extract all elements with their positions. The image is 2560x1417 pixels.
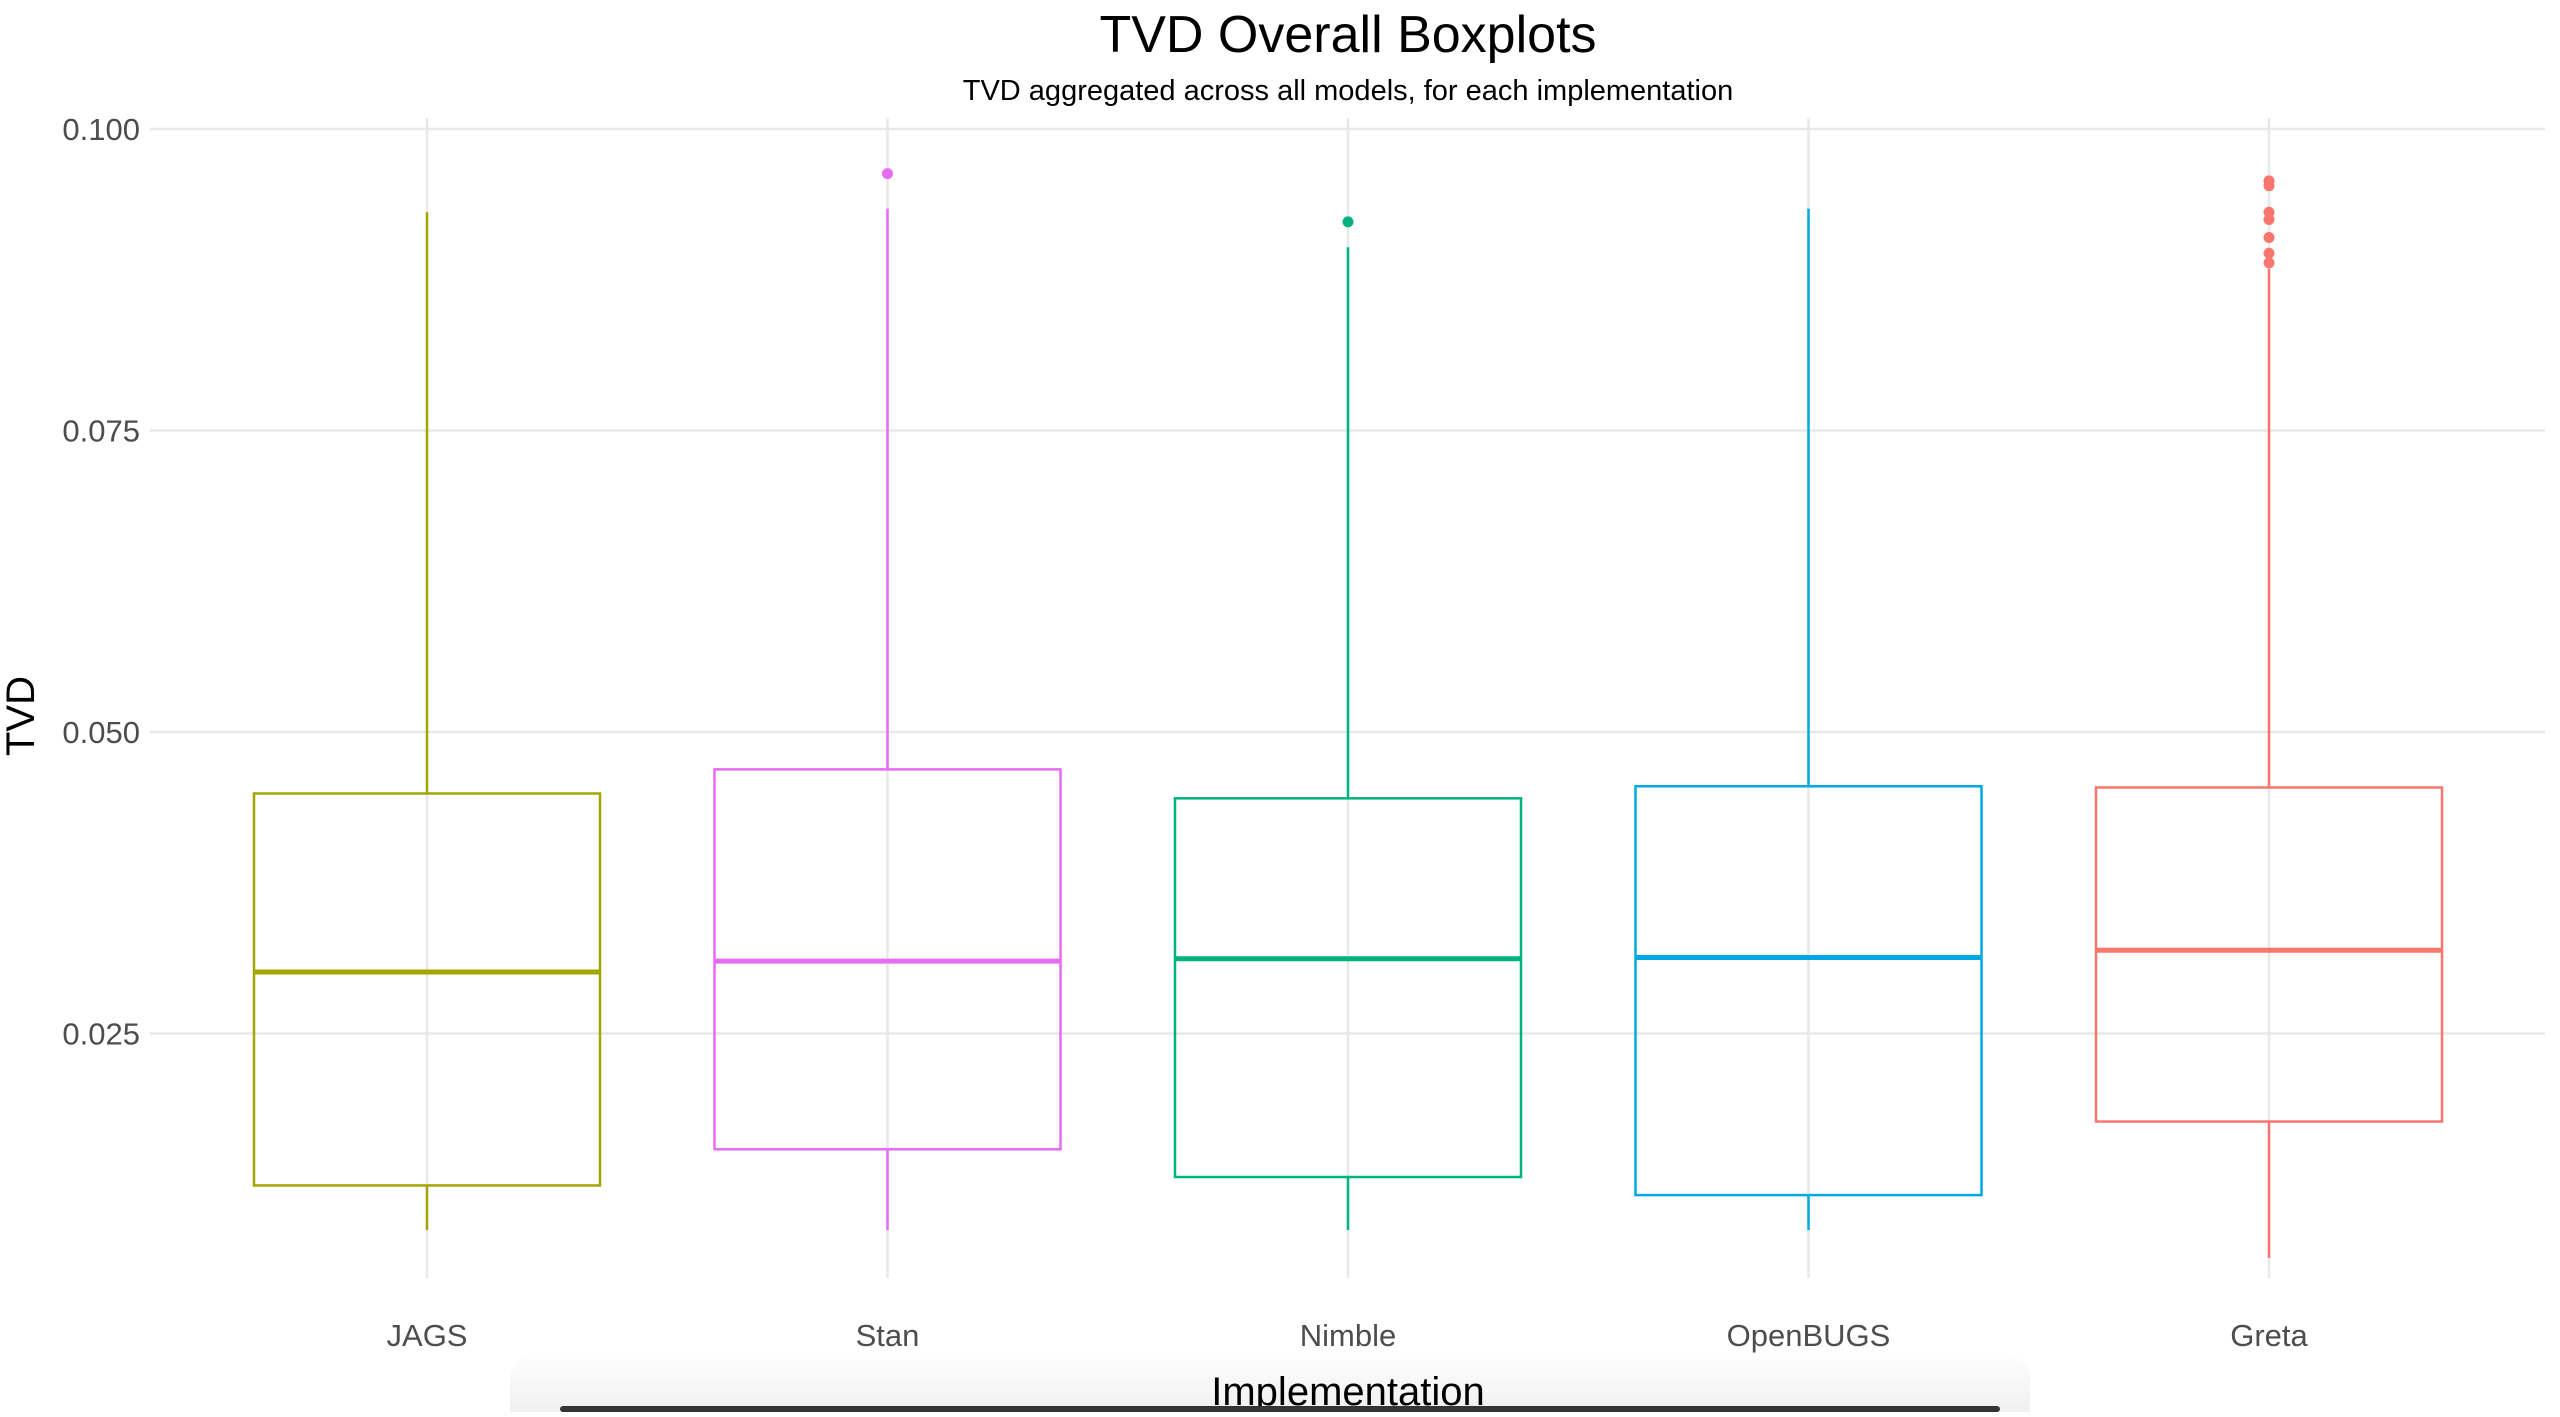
x-tick-label-nimble: Nimble	[1300, 1318, 1396, 1353]
x-tick-label-jags: JAGS	[387, 1318, 468, 1353]
iqr-box	[1173, 797, 1523, 1179]
outlier-point	[1342, 216, 1354, 228]
iqr-box	[252, 792, 602, 1187]
x-axis-ticks: JAGS Stan Nimble OpenBUGS Greta	[387, 1318, 2309, 1353]
x-axis-title: Implementation	[1211, 1370, 1484, 1412]
box-openbugs	[1634, 208, 1983, 1231]
chart-subtitle: TVD aggregated across all models, for ea…	[963, 75, 1734, 107]
x-tick-label-openbugs: OpenBUGS	[1727, 1318, 1891, 1353]
box-jags	[252, 212, 602, 1231]
iqr-box	[1634, 785, 1983, 1197]
outlier-point	[2263, 175, 2275, 187]
iqr-box	[2094, 786, 2444, 1123]
y-tick-label-0.075: 0.075	[62, 414, 140, 449]
outlier-point	[2263, 257, 2275, 269]
y-tick-label-0.100: 0.100	[62, 112, 140, 147]
y-tick-label-0.025: 0.025	[62, 1017, 140, 1052]
x-tick-label-stan: Stan	[856, 1318, 920, 1353]
y-axis-ticks: 0.025 0.050 0.075 0.100	[62, 112, 140, 1052]
box-nimble	[1173, 216, 1523, 1231]
y-axis-title: TVD	[0, 676, 43, 756]
boxplot-series	[252, 168, 2444, 1258]
y-tick-label-0.050: 0.050	[62, 715, 140, 750]
chart-title: TVD Overall Boxplots	[1099, 6, 1596, 64]
outlier-point	[2263, 206, 2275, 218]
outlier-point	[882, 168, 893, 180]
outlier-point	[2263, 247, 2275, 259]
box-greta	[2094, 175, 2444, 1258]
outlier-point	[2263, 232, 2275, 244]
x-tick-label-greta: Greta	[2230, 1318, 2308, 1353]
box-stan	[713, 168, 1062, 1231]
